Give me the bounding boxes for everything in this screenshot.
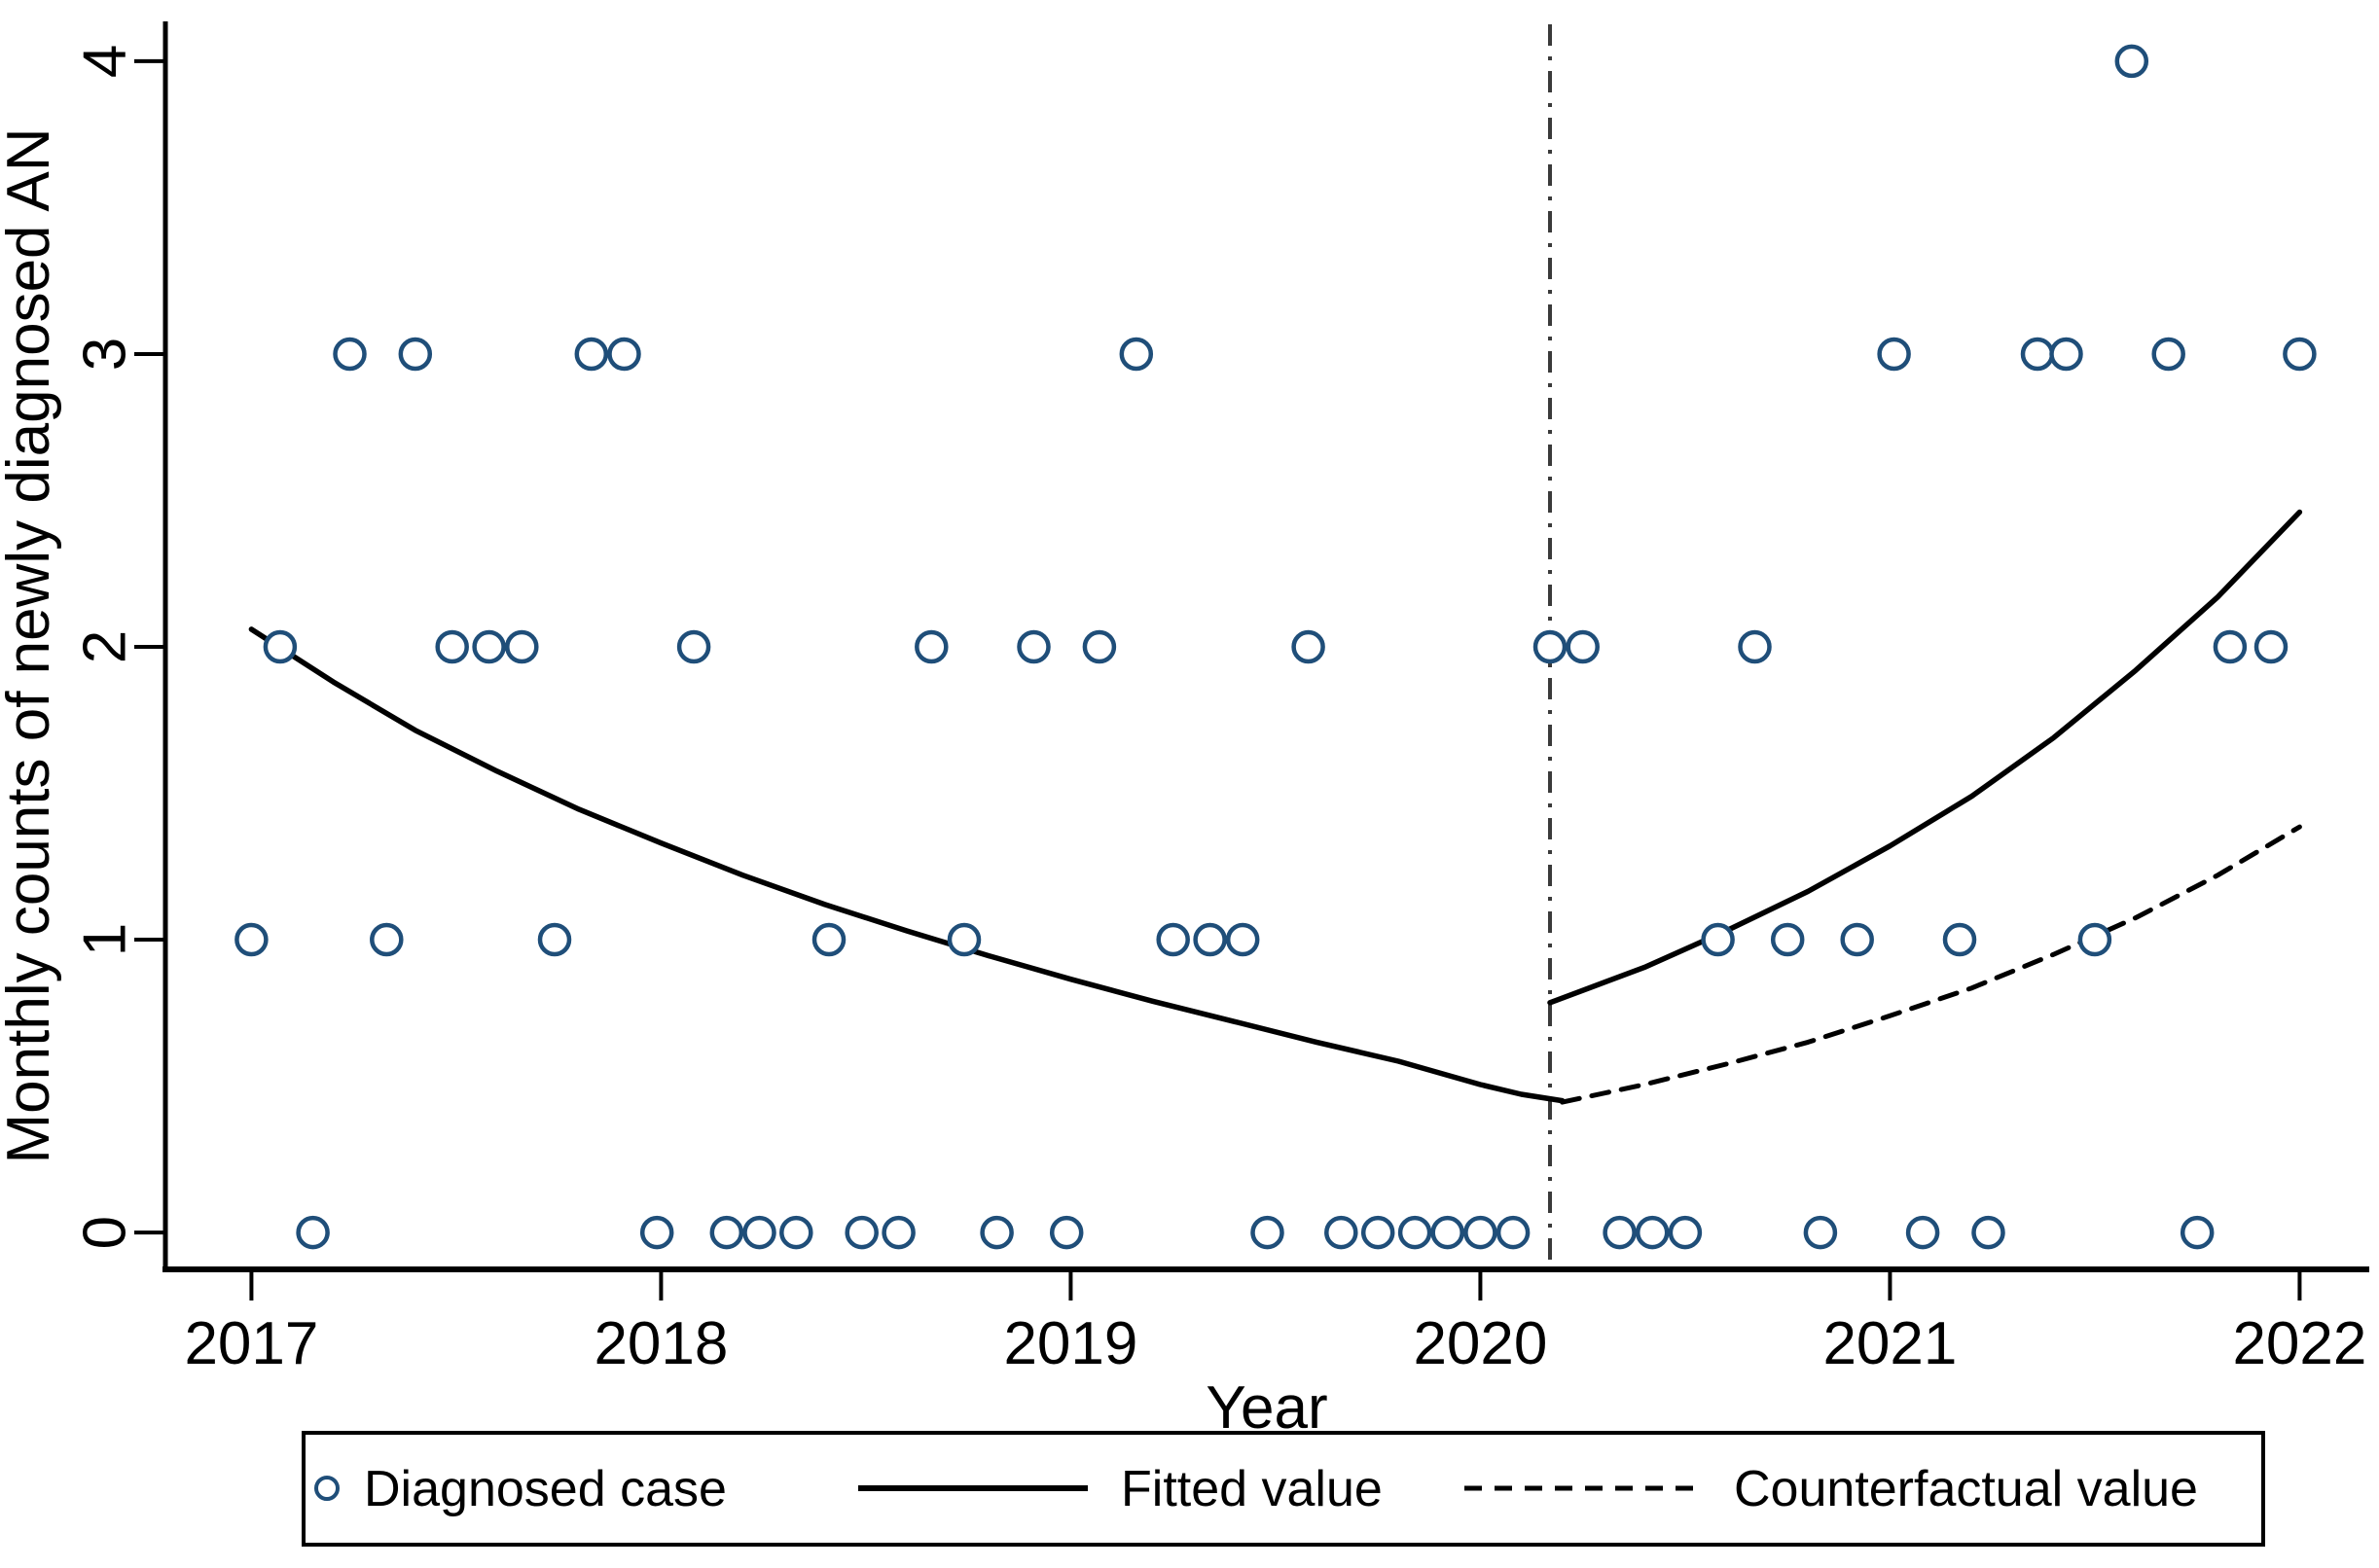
scatter-point (1803, 1215, 1838, 1250)
scatter-point (1738, 629, 1772, 664)
scatter-point (333, 337, 367, 372)
x-tick-label: 2022 (2232, 1310, 2366, 1377)
scatter-point (1250, 1215, 1284, 1250)
x-tick-label: 2020 (1413, 1310, 1547, 1377)
scatter-point (2049, 337, 2083, 372)
scatter-point (472, 629, 506, 664)
scatter-point (1049, 1215, 1084, 1250)
scatter-point (1905, 1215, 1940, 1250)
x-tick-label: 2017 (184, 1310, 318, 1377)
legend-label-fitted: Fitted value (1121, 1461, 1383, 1517)
x-axis-title: Year (1206, 1374, 1327, 1442)
scatter-point (296, 1215, 330, 1250)
scatter-point (1360, 1215, 1395, 1250)
scatter-point (607, 337, 641, 372)
legend-label-counterfactual: Counterfactual value (1734, 1461, 2198, 1517)
scatter-point (505, 629, 539, 664)
series-line-1 (248, 626, 1566, 1104)
scatter-point (1603, 1215, 1637, 1250)
scatter-point (1430, 1215, 1464, 1250)
scatter-point (1971, 1215, 2005, 1250)
scatter-point (1635, 1215, 1670, 1250)
scatter-point (1770, 922, 1805, 957)
scatter-point (1877, 337, 1911, 372)
scatter-point (1193, 922, 1227, 957)
y-axis-title: Monthly counts of newly diagnosed AN (0, 128, 62, 1164)
fitted-line-post (1547, 509, 2303, 1006)
scatter-point (435, 629, 469, 664)
legend-label-diagnosed: Diagnosed case (364, 1461, 727, 1517)
scatter-point (811, 922, 847, 957)
scatter-point (845, 1215, 879, 1250)
scatter-point (1942, 922, 1977, 957)
y-tick-label: 4 (72, 45, 139, 78)
scatter-point (1156, 922, 1190, 957)
scatter-point (1324, 1215, 1358, 1250)
scatter-point (2283, 337, 2317, 372)
scatter-point (1840, 922, 1874, 957)
scatter-point (1496, 1215, 1531, 1250)
scatter-point (980, 1215, 1014, 1250)
scatter-point (1082, 629, 1117, 664)
scatter-point (1463, 1215, 1497, 1250)
scatter-point (1532, 629, 1568, 664)
scatter-point (1119, 337, 1154, 372)
y-axis: 0 1 2 3 4 (71, 21, 168, 1272)
scatter-series (234, 44, 2317, 1250)
x-tick-label: 2018 (594, 1310, 728, 1377)
scatter-point (1291, 629, 1325, 664)
series-line-3 (1560, 824, 2302, 1105)
scatter-point (2213, 629, 2248, 664)
scatter-point (234, 922, 269, 957)
counterfactual-line (1560, 824, 2302, 1105)
x-tick-label: 2021 (1822, 1310, 1957, 1377)
legend-marker-diagnosed-icon (314, 1476, 340, 1501)
scatter-point (882, 1215, 916, 1250)
scatter-point (370, 922, 404, 957)
scatter-point (779, 1215, 813, 1250)
scatter-point (574, 337, 609, 372)
x-axis: 2017 2018 2019 2020 2021 2022 (162, 1266, 2369, 1377)
legend: Diagnosed case Fitted value Counterfactu… (302, 1431, 2265, 1547)
scatter-point (1566, 629, 1600, 664)
x-tick-label: 2019 (1003, 1310, 1137, 1377)
scatter-point (537, 922, 572, 957)
scatter-point (709, 1215, 744, 1250)
fitted-line-pre (248, 626, 1566, 1104)
scatter-point (1017, 629, 1051, 664)
scatter-point (676, 629, 711, 664)
legend-box (302, 1431, 2265, 1547)
scatter-point (263, 629, 298, 664)
scatter-point (915, 629, 949, 664)
scatter-point (2151, 337, 2185, 372)
scatter-point (2180, 1215, 2215, 1250)
scatter-point (2077, 922, 2112, 957)
y-tick-label: 1 (72, 923, 139, 956)
scatter-point (2020, 337, 2055, 372)
scatter-point (1225, 922, 1260, 957)
y-tick-label: 0 (71, 1216, 138, 1249)
scatter-point (398, 337, 433, 372)
scatter-point (947, 922, 982, 957)
y-tick-label: 3 (71, 338, 138, 371)
series-line-2 (1547, 509, 2303, 1006)
scatter-point (2253, 629, 2289, 664)
y-tick-label: 2 (72, 630, 139, 663)
scatter-point (2114, 44, 2149, 79)
scatter-point (639, 1215, 674, 1250)
scatter-point (1668, 1215, 1703, 1250)
scatter-point (1701, 922, 1735, 957)
scatter-point (742, 1215, 776, 1250)
scatter-point (1397, 1215, 1432, 1250)
